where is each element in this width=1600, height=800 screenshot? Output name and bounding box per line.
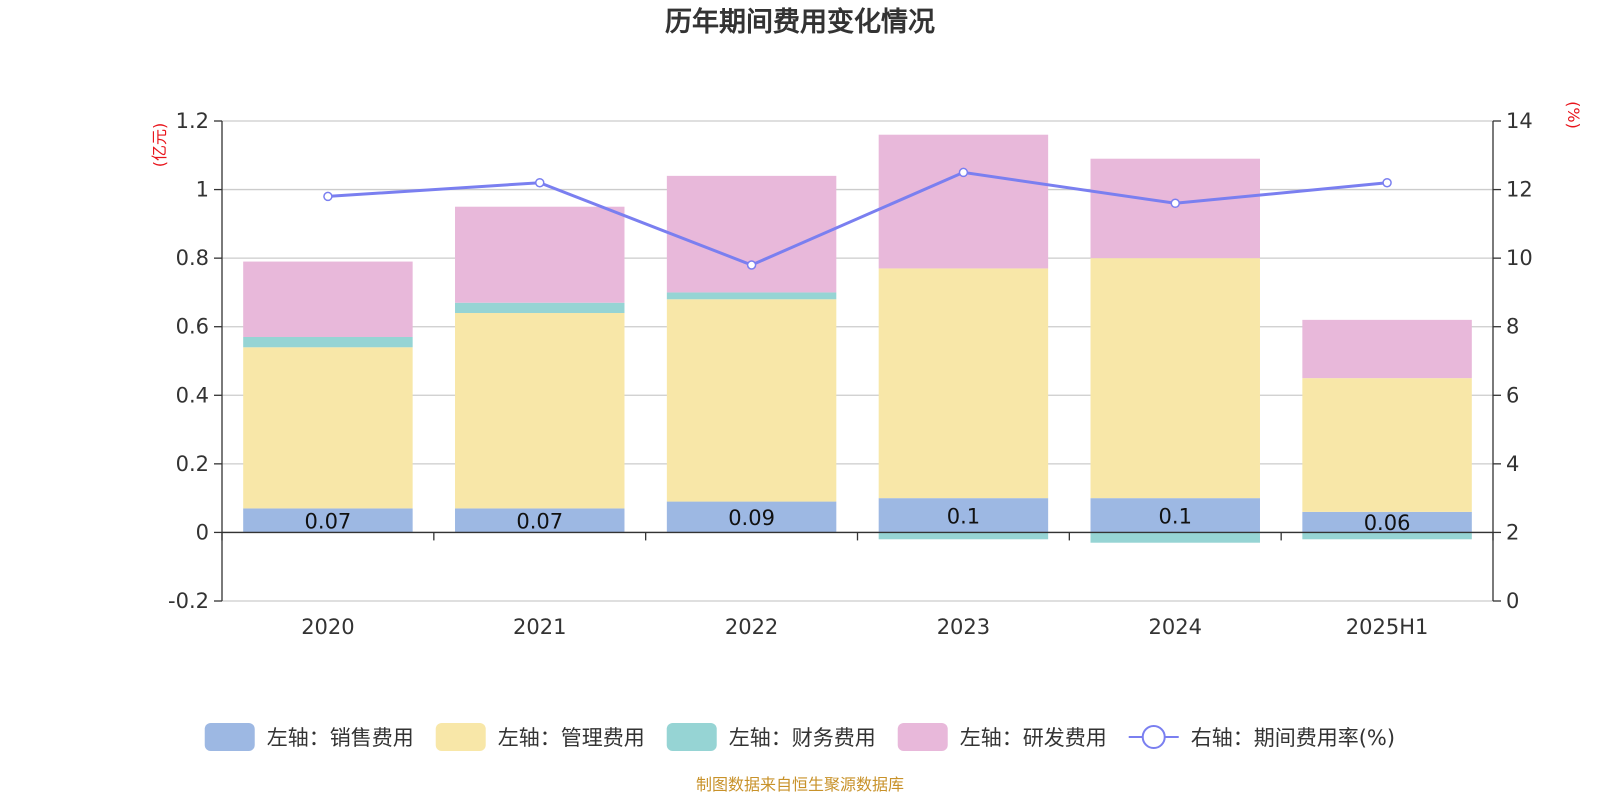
bar-segment [243,508,413,533]
right-tick-label: 12 [1506,178,1533,202]
bar-segment [878,498,1049,533]
bar-segment [455,206,625,303]
legend-label: 左轴：研发费用 [960,726,1107,750]
legend-swatch [435,723,486,751]
bar-segment [455,313,625,509]
legend-label: 右轴：期间费用率(%) [1191,726,1395,750]
category-label: 2022 [725,615,778,639]
left-tick-label: 0.6 [176,315,209,339]
bar-data-label: 0.06 [1364,511,1411,535]
left-tick-label: 0.4 [176,383,209,407]
rate-line-path [327,170,1388,267]
data-labels: 0.07 0.07 0.09 0.1 0.1 0.06 [305,504,1411,535]
bar-segment [1302,511,1472,533]
category-label: 2024 [1149,615,1202,639]
bar-segment [1090,498,1260,533]
bar-segment [1302,532,1472,540]
legend-swatch [204,723,255,751]
category-label: 2021 [513,615,566,639]
right-tick-label: 2 [1506,520,1519,544]
bar-segment [1302,319,1472,379]
bar-segment [878,268,1049,499]
right-tick-label: 0 [1506,589,1519,613]
legend-swatch [666,723,717,751]
rate-point [958,167,969,178]
bar-segment [666,501,837,533]
left-axis-unit: (亿元) [150,123,169,168]
bar-data-label: 0.09 [728,506,775,530]
bar-data-label: 0.07 [516,509,563,533]
bar-data-label: 0.07 [305,509,352,533]
bar-segment [666,299,837,502]
category-label: 2020 [301,615,354,639]
right-tick-label: 8 [1506,315,1519,339]
category-label: 2025H1 [1346,615,1429,639]
bar-segment [878,532,1049,540]
legend-label: 左轴：销售费用 [267,726,414,750]
left-tick-label: -0.2 [168,589,209,613]
rate-point [323,191,333,202]
legend-circle-icon [1141,725,1166,749]
left-tick-label: 1.2 [176,109,209,133]
bar-data-label: 0.1 [1159,504,1192,528]
category-label: 2023 [937,615,990,639]
bar-data-label: 0.1 [947,504,980,528]
right-tick-label: 4 [1506,452,1519,476]
bar-segment [666,175,837,293]
right-tick-label: 6 [1506,383,1519,407]
left-tick-label: 1 [196,178,209,202]
source-note: 制图数据来自恒生聚源数据库 [696,775,904,794]
rate-point [535,177,545,188]
bar-segment [666,292,837,300]
bar-segment [243,261,413,337]
bars [243,134,1472,543]
bar-segment [243,347,413,509]
legend: 左轴：销售费用 左轴：管理费用 左轴：财务费用 左轴：研发费用 右轴：期间费用率(%) [204,723,1395,751]
bar-segment [243,337,413,348]
left-tick-label: 0.8 [176,246,209,270]
rate-point [1170,198,1180,209]
rate-point [746,260,757,270]
left-tick-label: 0.2 [176,452,209,476]
bar-segment [878,134,1049,269]
bar-segment [455,508,625,533]
bar-segment [1090,532,1260,543]
left-tick-label: 0 [196,520,209,544]
legend-label: 左轴：管理费用 [498,726,645,750]
right-axis-unit: (%) [1564,101,1583,129]
chart-title: 历年期间费用变化情况 [665,6,935,38]
bar-segment [455,302,625,313]
legend-label: 左轴：财务费用 [729,726,876,750]
rate-point [1382,177,1392,188]
legend-swatch [897,723,948,751]
rate-line [323,167,1392,270]
bar-segment [1302,378,1472,512]
right-tick-label: 10 [1506,246,1533,270]
bar-segment [1090,158,1260,259]
bar-segment [1090,258,1260,499]
right-tick-label: 14 [1506,109,1533,133]
